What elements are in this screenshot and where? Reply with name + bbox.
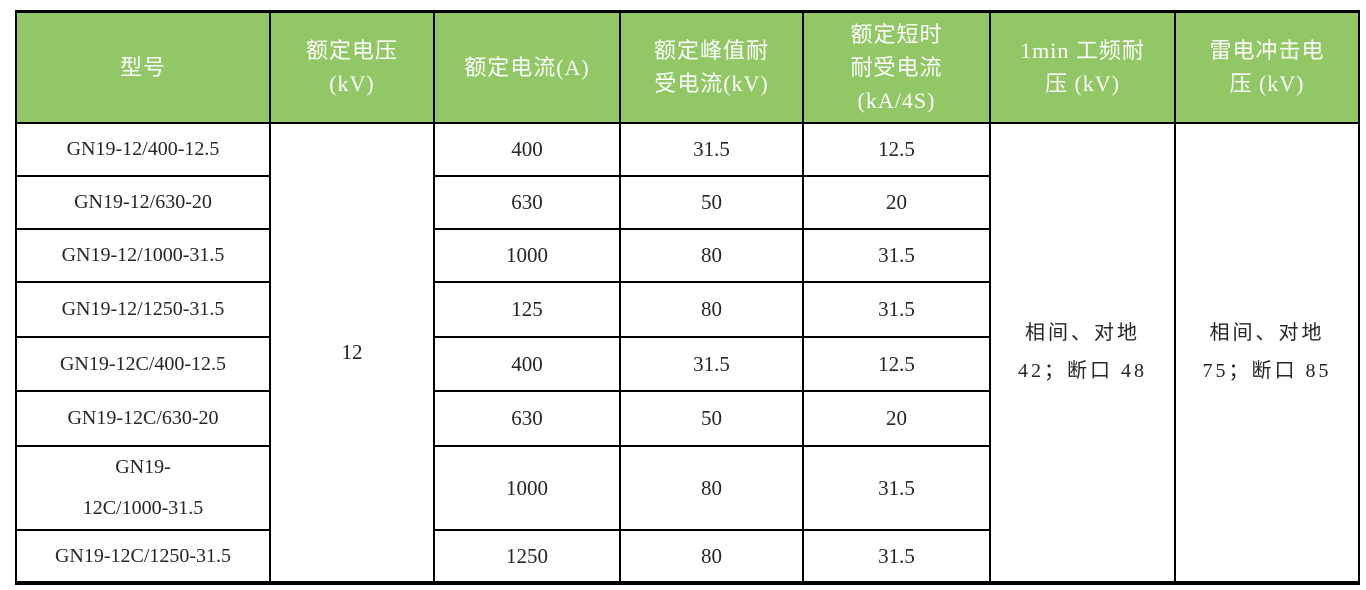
model-cell: GN19-12C/630-20 (15, 389, 271, 447)
model-cell: GN19-12/1250-31.5 (15, 280, 271, 338)
header-cell-rated-voltage: 额定电压 (kV) (269, 10, 435, 124)
rated-current-cell: 400 (433, 335, 621, 392)
table-row: GN19-12/630-20 630 50 20 (15, 174, 1359, 230)
rated-voltage-merged-cell: 12 (269, 121, 435, 584)
model-cell: GN19-12C/400-12.5 (15, 335, 271, 392)
lightning-impulse-merged-cell: 相间、对地 75；断口 85 (1174, 121, 1360, 584)
table-row: GN19- 12C/1000-31.5 1000 80 31.5 (15, 444, 1359, 531)
table-row: GN19-12/400-12.5 12 400 31.5 12.5 相间、对地 … (15, 121, 1360, 584)
rated-current-cell: 630 (433, 174, 621, 230)
disconnector-spec-table: 型号 额定电压 (kV) 额定电流(A) 额定峰值耐 受电流(kV) 额定短时 … (15, 10, 1360, 585)
short-time-current-cell: 12.5 (802, 335, 991, 392)
peak-current-cell: 50 (619, 174, 804, 230)
table-row: GN19-12/1000-31.5 1000 80 31.5 (15, 227, 1359, 283)
short-time-current-cell: 20 (802, 389, 991, 447)
table-row: GN19-12/1250-31.5 125 80 31.5 (15, 280, 1359, 338)
rated-current-cell: 1000 (433, 444, 621, 531)
model-cell: GN19-12/400-12.5 (15, 121, 271, 177)
short-time-current-cell: 20 (802, 174, 991, 230)
rated-current-cell: 400 (433, 121, 621, 177)
header-cell-model: 型号 (15, 10, 271, 124)
header-cell-peak-withstand-current: 额定峰值耐 受电流(kV) (619, 10, 804, 124)
header-cell-rated-current: 额定电流(A) (433, 10, 621, 124)
model-cell: GN19-12/1000-31.5 (15, 227, 271, 283)
table-body: GN19-12/400-12.5 12 400 31.5 12.5 相间、对地 … (15, 121, 1360, 584)
model-cell: GN19-12/630-20 (15, 174, 271, 230)
header-cell-lightning-impulse-voltage: 雷电冲击电 压 (kV) (1174, 10, 1360, 124)
rated-current-cell: 1250 (433, 528, 621, 584)
rated-current-cell: 1000 (433, 227, 621, 283)
rated-current-cell: 630 (433, 389, 621, 447)
peak-current-cell: 50 (619, 389, 804, 447)
header-cell-short-time-withstand-current: 额定短时 耐受电流 (kA/4S) (802, 10, 991, 124)
short-time-current-cell: 12.5 (802, 121, 991, 177)
table-header: 型号 额定电压 (kV) 额定电流(A) 额定峰值耐 受电流(kV) 额定短时 … (15, 10, 1360, 124)
header-cell-power-frequency-withstand-voltage: 1min 工频耐 压 (kV) (989, 10, 1176, 124)
model-cell: GN19- 12C/1000-31.5 (15, 444, 271, 531)
peak-current-cell: 80 (619, 528, 804, 584)
header-row: 型号 额定电压 (kV) 额定电流(A) 额定峰值耐 受电流(kV) 额定短时 … (15, 10, 1360, 124)
short-time-current-cell: 31.5 (802, 444, 991, 531)
power-frequency-withstand-merged-cell: 相间、对地 42；断口 48 (989, 121, 1176, 584)
table-row: GN19-12C/400-12.5 400 31.5 12.5 (15, 335, 1359, 392)
peak-current-cell: 31.5 (619, 121, 804, 177)
peak-current-cell: 80 (619, 280, 804, 338)
peak-current-cell: 80 (619, 227, 804, 283)
rated-current-cell: 125 (433, 280, 621, 338)
peak-current-cell: 80 (619, 444, 804, 531)
short-time-current-cell: 31.5 (802, 280, 991, 338)
model-cell: GN19-12C/1250-31.5 (15, 528, 271, 584)
table-row: GN19-12C/630-20 630 50 20 (15, 389, 1359, 447)
spec-table-container: 型号 额定电压 (kV) 额定电流(A) 额定峰值耐 受电流(kV) 额定短时 … (15, 10, 1360, 585)
short-time-current-cell: 31.5 (802, 227, 991, 283)
peak-current-cell: 31.5 (619, 335, 804, 392)
short-time-current-cell: 31.5 (802, 528, 991, 584)
table-row: GN19-12C/1250-31.5 1250 80 31.5 (15, 528, 1359, 584)
